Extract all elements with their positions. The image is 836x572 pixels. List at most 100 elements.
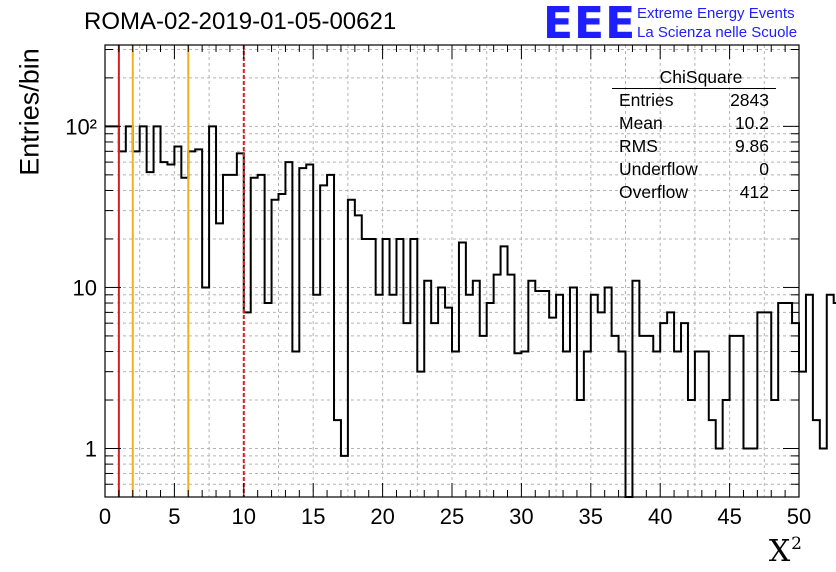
stats-row-mean: Mean 10.2 <box>612 112 776 135</box>
histogram-bin <box>452 352 459 497</box>
stats-label: RMS <box>619 136 658 156</box>
histogram-bin <box>195 149 202 497</box>
histogram-bin <box>272 200 279 497</box>
y-tick-label: 10 <box>73 275 97 300</box>
histogram-bin <box>279 194 286 497</box>
x-tick-label: 20 <box>370 504 394 529</box>
histogram-bin <box>556 295 563 497</box>
histogram-bin <box>792 323 799 497</box>
histogram-series <box>105 125 836 498</box>
histogram-bin <box>612 336 619 497</box>
x-tick-label: 15 <box>301 504 325 529</box>
histogram-bin <box>521 352 528 497</box>
histogram-bin <box>154 126 161 497</box>
histogram-bin <box>202 287 209 497</box>
histogram-bin <box>403 323 410 497</box>
histogram-bin <box>237 153 244 497</box>
histogram-bin <box>743 449 750 497</box>
stats-value: 9.86 <box>734 136 769 156</box>
histogram-bin <box>681 323 688 497</box>
histogram-bin <box>355 215 362 497</box>
histogram-bin <box>362 239 369 497</box>
histogram-bin <box>660 323 667 497</box>
histogram-bin <box>390 295 397 497</box>
x-tick-label: 40 <box>648 504 672 529</box>
histogram-bin <box>167 164 174 497</box>
histogram-bin <box>799 372 806 497</box>
y-tick-label: 1 <box>85 437 97 462</box>
histogram-bin <box>410 239 417 497</box>
histogram-bin <box>216 223 223 497</box>
histogram-bin <box>709 420 716 497</box>
histogram-bin <box>737 336 744 497</box>
histogram-bin <box>161 162 168 497</box>
histogram-bin <box>223 175 230 497</box>
x-axis-label-sup: 2 <box>791 534 802 554</box>
y-tick-label: 10² <box>65 114 97 139</box>
histogram-bin <box>334 420 341 497</box>
histogram-bin <box>473 281 480 497</box>
stats-box: ChiSquare Entries 2843 Mean 10.2 RMS 9.8… <box>612 66 776 204</box>
histogram-bin <box>341 456 348 497</box>
histogram-bin <box>514 353 521 497</box>
histogram-bin <box>265 303 272 497</box>
stats-row-entries: Entries 2843 <box>612 89 776 112</box>
histogram-bin <box>584 352 591 497</box>
histogram-bin <box>348 200 355 497</box>
histogram-bin <box>417 372 424 497</box>
histogram-bin <box>563 352 570 497</box>
stats-value: 0 <box>759 159 769 179</box>
x-tick-label: 10 <box>232 504 256 529</box>
histogram-bin <box>140 126 147 497</box>
histogram-bin <box>646 336 653 497</box>
histogram-bin <box>757 312 764 497</box>
histogram-bin <box>764 312 771 497</box>
histogram-bin <box>396 239 403 497</box>
logo-line-1: Extreme Energy Events <box>637 5 795 22</box>
histogram-bin <box>688 400 695 497</box>
histogram-bin <box>528 281 535 497</box>
histogram-bin <box>632 281 639 497</box>
stats-row-overflow: Overflow 412 <box>612 181 776 204</box>
x-axis-label-base: X <box>768 534 791 569</box>
histogram-bin <box>306 164 313 497</box>
stats-label: Mean <box>619 113 663 133</box>
histogram-bin <box>723 400 730 497</box>
logo-mark: EEE <box>543 0 637 49</box>
histogram-bin <box>285 162 292 497</box>
eee-logo: EEE Extreme Energy Events La Scienza nel… <box>543 0 828 49</box>
histogram-bin <box>230 175 237 497</box>
histogram-bin <box>820 449 827 497</box>
x-tick-label: 25 <box>440 504 464 529</box>
histogram-bin <box>209 126 216 497</box>
histogram-bin <box>147 172 154 497</box>
histogram-bin <box>251 178 258 497</box>
histogram-bin <box>771 400 778 497</box>
histogram-bin <box>424 281 431 497</box>
stats-label: Entries <box>619 90 674 110</box>
histogram-bin <box>126 126 133 497</box>
histogram-bin <box>188 151 195 497</box>
stats-value: 412 <box>739 182 769 202</box>
histogram-bin <box>827 295 834 497</box>
histogram-bin <box>105 126 112 497</box>
histogram-bin <box>750 449 757 497</box>
histogram-bin <box>459 243 466 497</box>
histogram-bin <box>327 175 334 497</box>
histogram-bin <box>813 420 820 497</box>
histogram-bin <box>431 323 438 497</box>
histogram-bin <box>369 239 376 497</box>
stats-label: Overflow <box>619 182 689 202</box>
histogram-bin <box>619 352 626 497</box>
histogram-bin <box>591 295 598 497</box>
histogram-bin <box>653 352 660 497</box>
histogram-bin <box>383 239 390 497</box>
histogram-bin <box>716 449 723 497</box>
stats-value: 2843 <box>730 90 769 110</box>
histogram-bin <box>376 295 383 497</box>
histogram-bin <box>445 308 452 497</box>
x-tick-label: 50 <box>787 504 811 529</box>
histogram-bin <box>438 287 445 497</box>
histogram-bin <box>508 275 515 497</box>
